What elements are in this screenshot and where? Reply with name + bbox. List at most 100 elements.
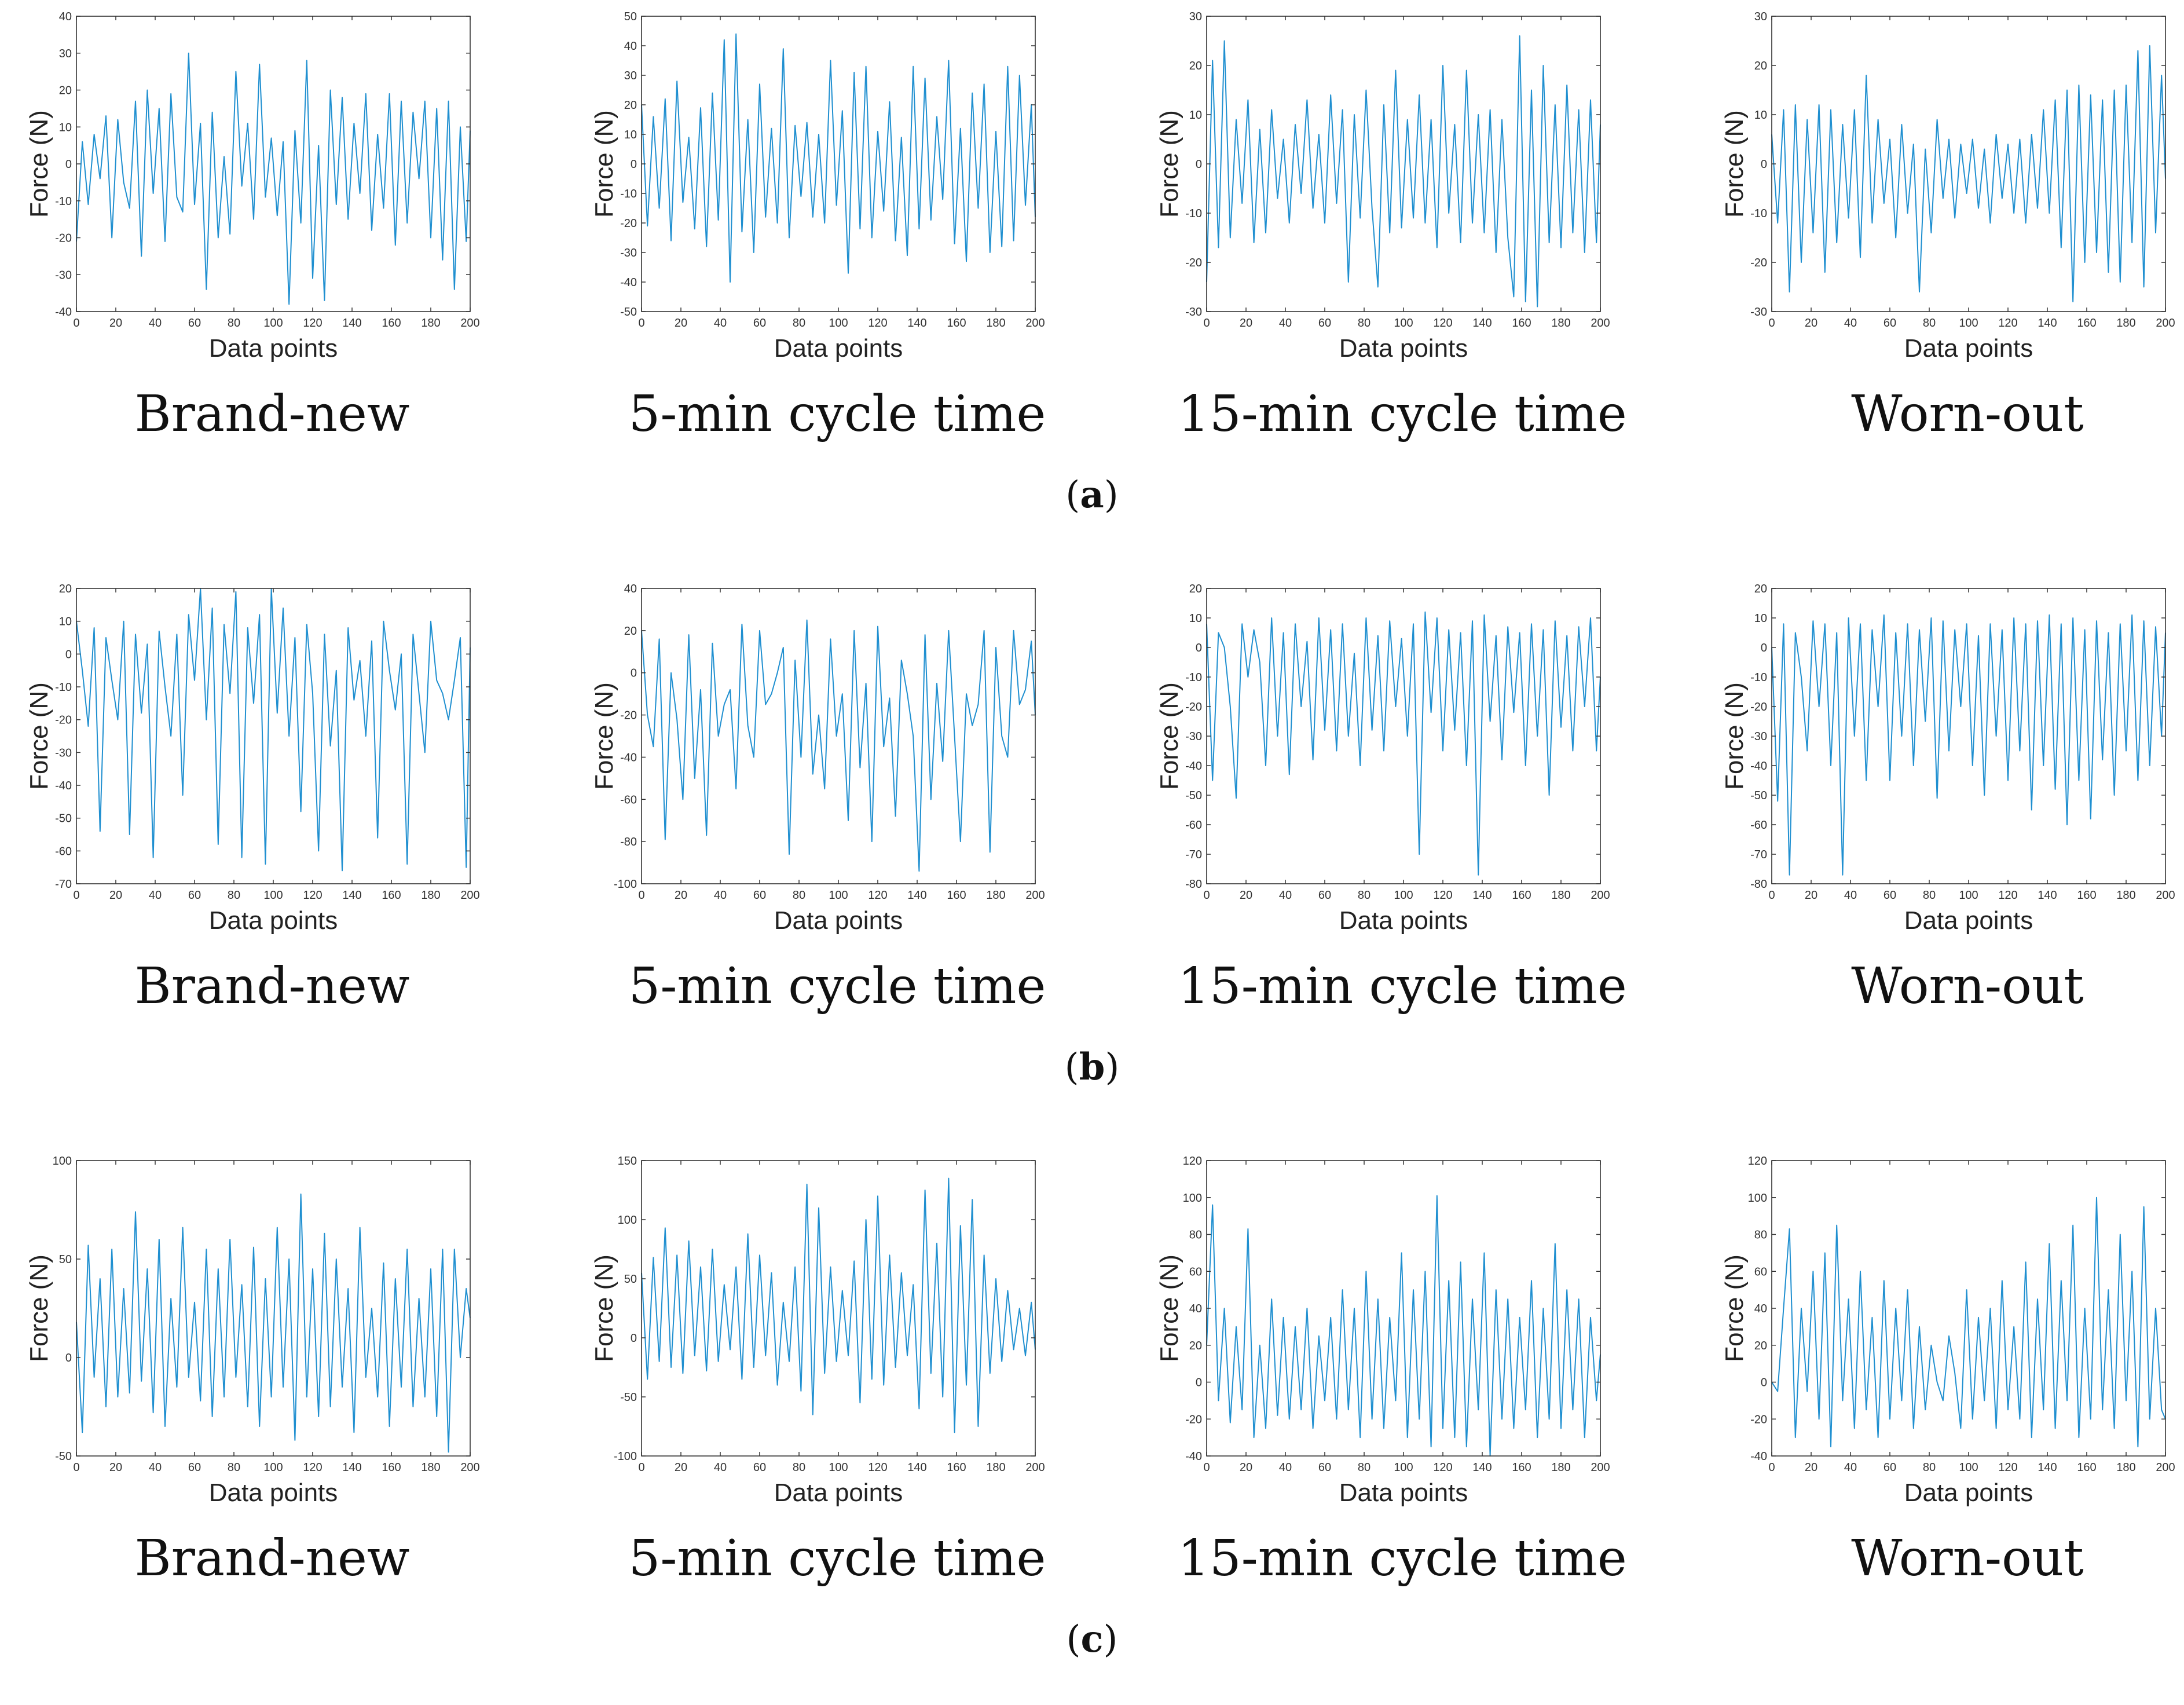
y-tick-label: -10	[1750, 207, 1767, 220]
x-tick-label: 160	[2077, 889, 2096, 902]
y-tick-label: 10	[1754, 612, 1767, 625]
x-tick-label: 200	[1591, 317, 1610, 330]
condition-label: Brand-new	[134, 957, 410, 1015]
y-tick-label: -40	[620, 751, 637, 764]
y-tick-label: -40	[1750, 1450, 1767, 1463]
y-axis-label: Force (N)	[1155, 1254, 1183, 1362]
x-tick-label: 0	[638, 889, 644, 902]
x-tick-label: 160	[947, 317, 966, 330]
y-axis-label: Force (N)	[25, 110, 53, 218]
x-tick-label: 80	[228, 317, 240, 330]
x-tick-label: 200	[1591, 1461, 1610, 1474]
x-tick-label: 0	[1768, 889, 1775, 902]
x-tick-label: 180	[421, 317, 440, 330]
x-tick-label: 120	[303, 1461, 322, 1474]
plot-frame	[76, 588, 471, 884]
y-tick-label: 30	[1189, 10, 1202, 23]
x-tick-label: 180	[986, 1461, 1005, 1474]
x-tick-label: 120	[868, 317, 887, 330]
line-chart: 0 20 40 60 80 100 120 140 160 180 200-70-60-50-40-…	[25, 583, 480, 935]
x-axis-label: Data points	[209, 906, 338, 935]
y-tick-label: -20	[55, 714, 72, 727]
line-chart: 0 20 40 60 80 100 120 140 160 180 200 -30 -20 -10 0 10 2…	[1155, 10, 1610, 363]
x-tick-label: 80	[1923, 889, 1936, 902]
y-axis-label: Force (N)	[590, 110, 618, 218]
y-tick-label: 0	[1761, 158, 1767, 171]
x-tick-label: 80	[1923, 1461, 1936, 1474]
chart-panel: 0 20 40 60 80 100 120 140 160 180 200 -30 -20 -10 0 10 2…	[1707, 0, 2184, 475]
y-tick-label: 20	[59, 85, 72, 97]
x-tick-label: 160	[1512, 1461, 1531, 1474]
x-tick-label: 140	[907, 317, 926, 330]
y-tick-label: 40	[624, 583, 637, 595]
condition-label: Worn-out	[1851, 385, 2084, 443]
x-axis-label: Data points	[774, 906, 903, 935]
x-tick-label: 20	[109, 1461, 122, 1474]
condition-label: 5-min cycle time	[628, 1530, 1046, 1587]
plot-frame	[641, 1160, 1036, 1457]
x-tick-label: 40	[1844, 1461, 1857, 1474]
y-tick-label: 50	[624, 10, 637, 23]
plot-area	[1207, 16, 1600, 312]
x-tick-label: 60	[188, 317, 201, 330]
y-tick-label: 20	[624, 625, 637, 638]
y-tick-label: 50	[624, 1273, 637, 1286]
x-tick-label: 180	[2116, 889, 2135, 902]
y-tick-label: -40	[55, 780, 72, 792]
plot-frame	[641, 588, 1036, 884]
plot-frame	[1206, 1160, 1601, 1457]
x-tick-label: 80	[793, 1461, 805, 1474]
x-tick-label: 200	[1025, 1461, 1045, 1474]
y-axis-label: Force (N)	[1720, 682, 1749, 790]
plot-frame	[76, 1160, 471, 1457]
y-tick-label: 0	[1761, 642, 1767, 654]
x-axis-label: Data points	[209, 1479, 338, 1507]
x-tick-label: 100	[829, 889, 848, 902]
chart-panel: 0 20 40 60 80 100 120 140 160 180 200 -30 -20 -10 0 10 2…	[1142, 0, 1663, 475]
x-axis-label: Data points	[1904, 1479, 2033, 1507]
x-tick-label: 40	[1844, 889, 1857, 902]
x-tick-label: 20	[675, 1461, 687, 1474]
series-line	[641, 33, 1036, 283]
y-tick-label: 0	[65, 1352, 72, 1364]
x-tick-label: 100	[263, 1461, 283, 1474]
y-tick-label: 60	[1754, 1265, 1767, 1278]
x-tick-label: 200	[1025, 317, 1045, 330]
y-tick-label: -50	[620, 1391, 637, 1404]
y-tick-label: -20	[1750, 1413, 1767, 1426]
x-tick-label: 180	[421, 1461, 440, 1474]
y-tick-label: 20	[59, 583, 72, 595]
series-line	[1206, 35, 1601, 308]
y-tick-label: 80	[1189, 1229, 1202, 1242]
condition-label: 15-min cycle time	[1178, 385, 1627, 443]
plot-frame	[76, 16, 471, 312]
x-tick-label: 20	[1805, 1461, 1817, 1474]
x-tick-label: 140	[342, 1461, 361, 1474]
x-tick-label: 60	[1318, 317, 1331, 330]
x-tick-label: 80	[793, 317, 805, 330]
x-tick-label: 120	[868, 889, 887, 902]
condition-label: 5-min cycle time	[628, 957, 1046, 1015]
x-axis-label: Data points	[1904, 334, 2033, 363]
x-tick-label: 160	[1512, 889, 1531, 902]
x-tick-label: 40	[714, 889, 727, 902]
x-tick-label: 160	[382, 889, 401, 902]
x-tick-label: 40	[149, 889, 162, 902]
x-tick-label: 140	[1472, 1461, 1492, 1474]
x-tick-label: 60	[1318, 889, 1331, 902]
x-tick-label: 40	[149, 1461, 162, 1474]
x-tick-label: 180	[2116, 1461, 2135, 1474]
subfigure-letter: a	[1080, 473, 1104, 517]
y-tick-label: 100	[1748, 1192, 1767, 1205]
y-axis-label: Force (N)	[1720, 110, 1749, 218]
x-axis-label: Data points	[1904, 906, 2033, 935]
y-tick-label: 20	[1189, 60, 1202, 72]
y-tick-label: -10	[620, 188, 637, 200]
x-tick-label: 140	[1472, 317, 1492, 330]
x-axis-label: Data points	[774, 1479, 903, 1507]
x-tick-label: 40	[714, 317, 727, 330]
y-tick-label: -30	[55, 747, 72, 759]
y-tick-label: -70	[1750, 848, 1767, 861]
x-tick-label: 180	[1551, 317, 1570, 330]
